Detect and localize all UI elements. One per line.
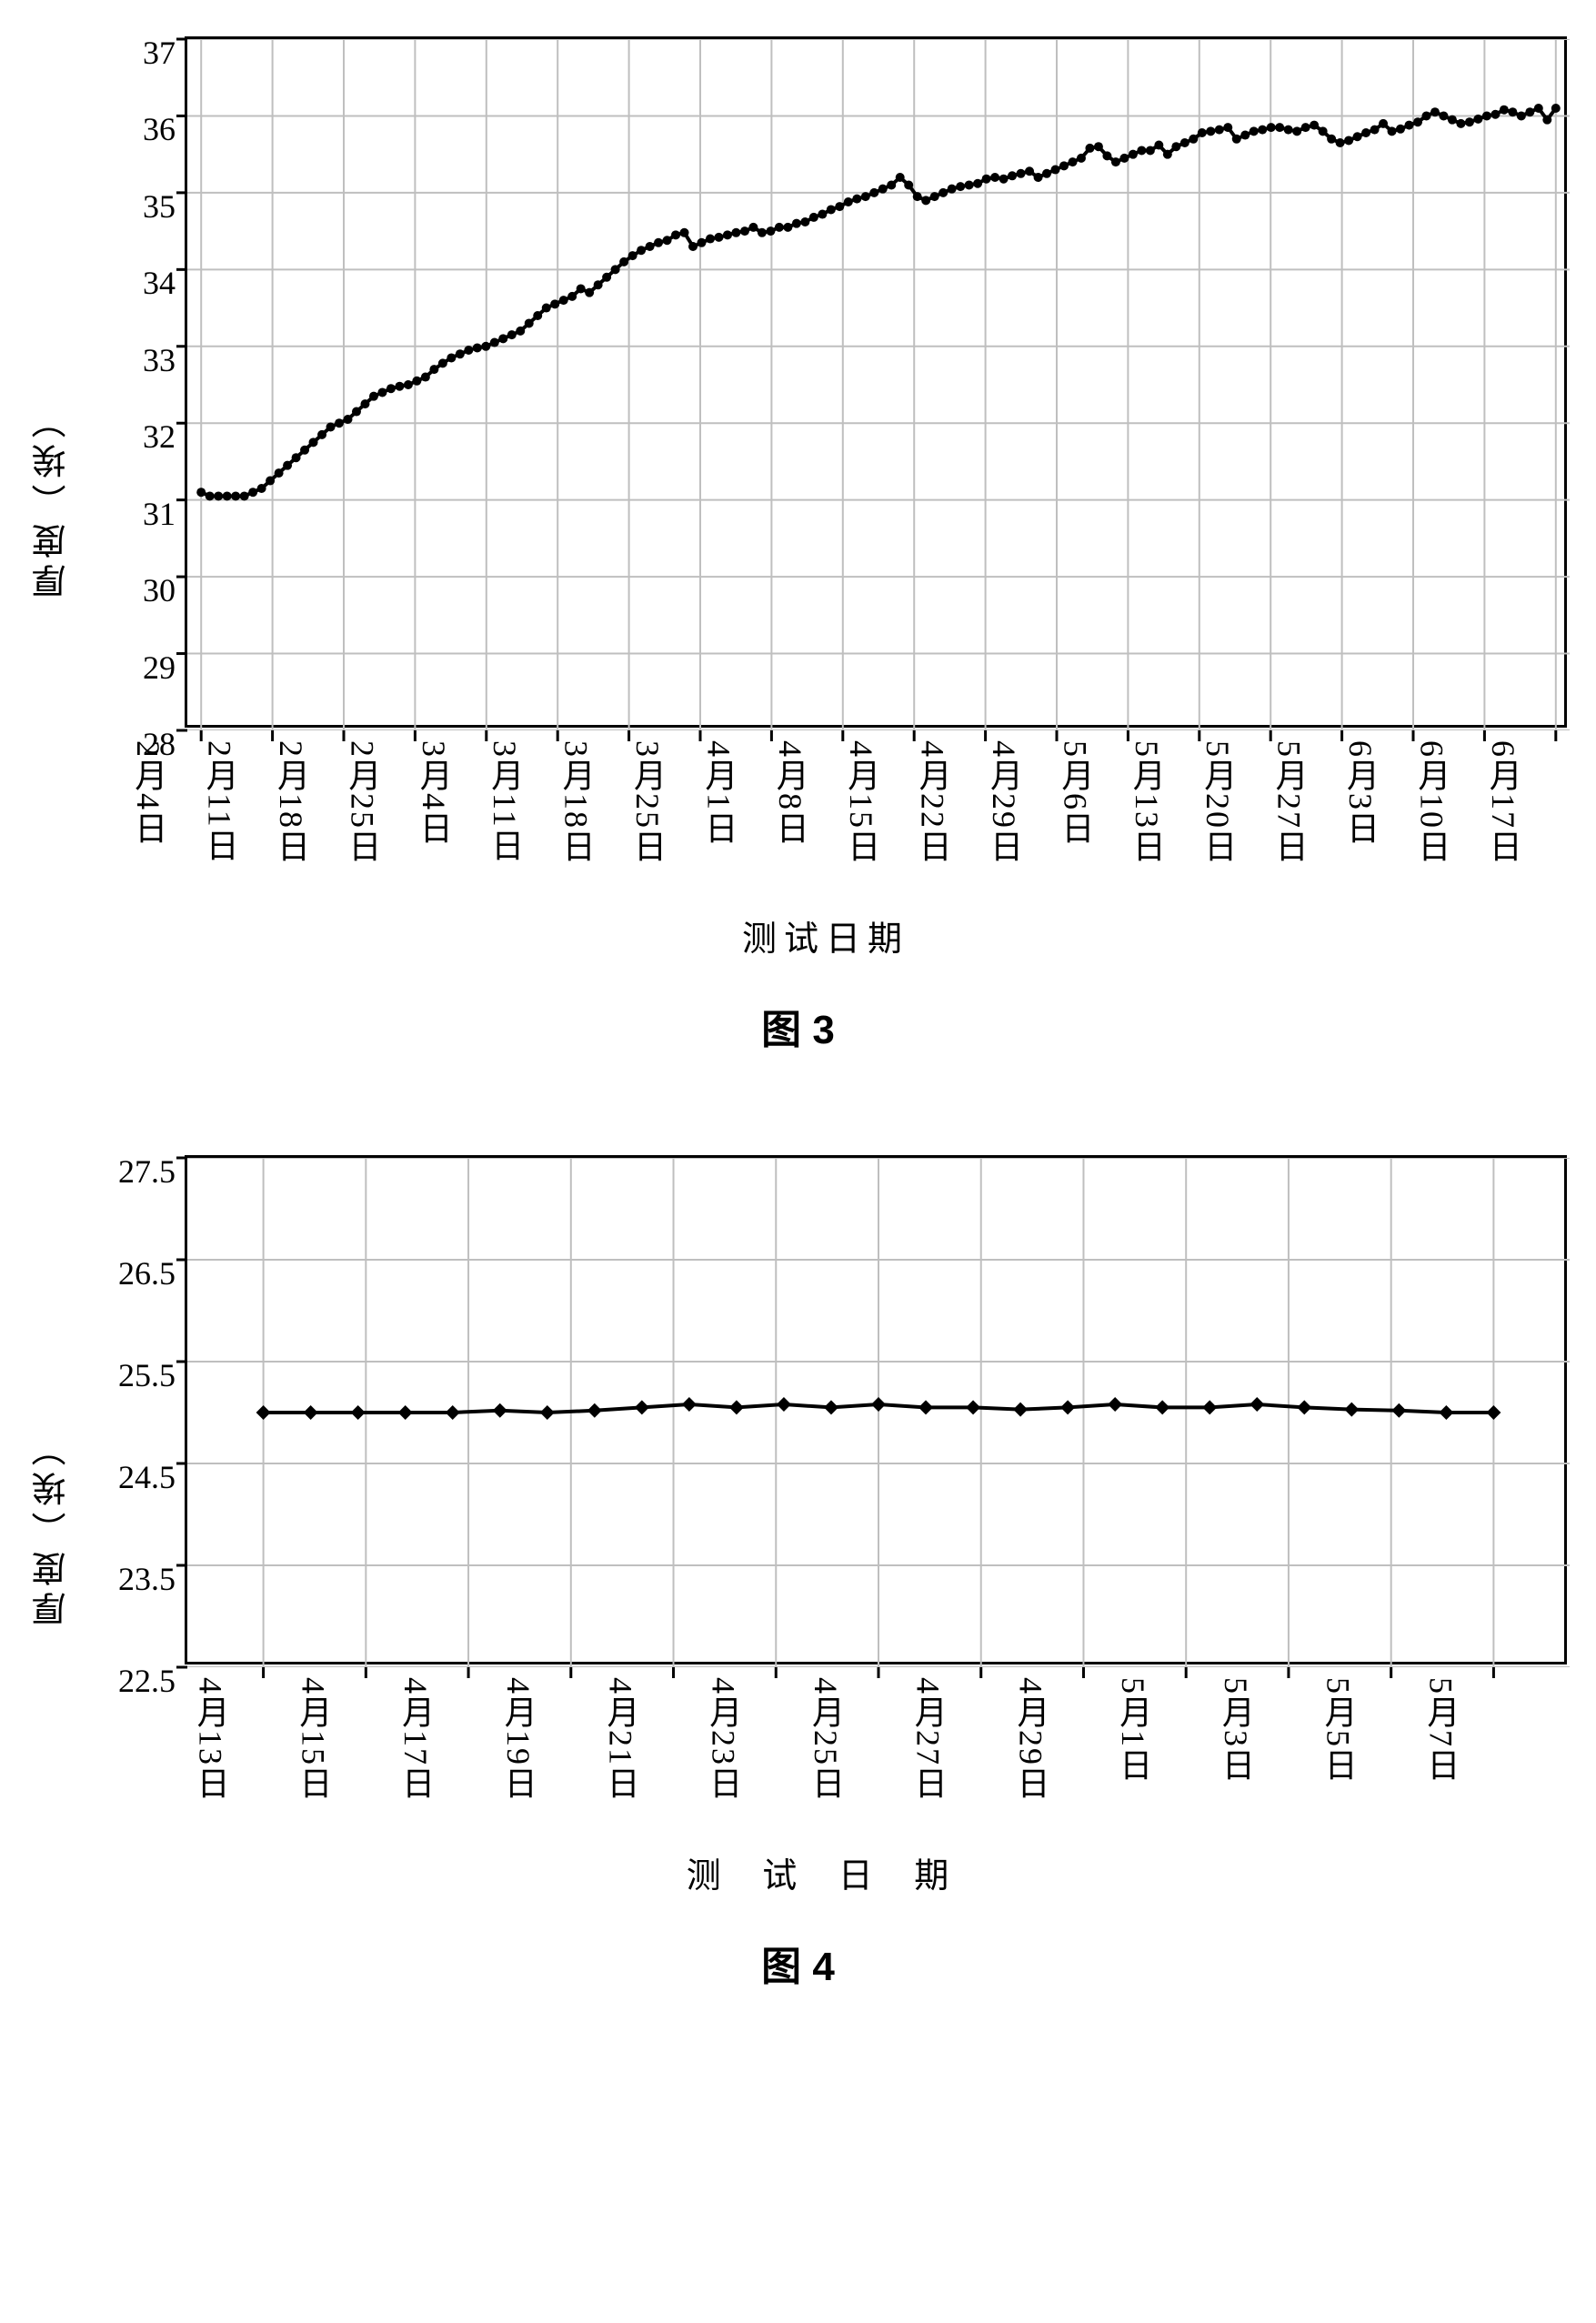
chart-3-plot xyxy=(185,36,1567,728)
chart-4-row: 27.526.525.524.523.522.5 xyxy=(85,1155,1567,1664)
x-tick-label: 3月4日 xyxy=(410,740,457,846)
x-tick-label: 6月3日 xyxy=(1337,740,1384,846)
x-tick-label: 4月27日 xyxy=(905,1677,952,1801)
x-tick-label: 3月25日 xyxy=(624,740,671,864)
figure-3-caption: 图 3 xyxy=(27,997,1569,1055)
chart-4-y-ticks: 27.526.525.524.523.522.5 xyxy=(85,1155,185,1664)
chart-4-x-label: 测 试 日 期 xyxy=(687,1847,966,1897)
x-tick-label: 4月29日 xyxy=(1007,1677,1054,1801)
y-tick-label: 32 xyxy=(143,417,176,456)
x-tick-label: 4月21日 xyxy=(597,1677,645,1801)
x-tick-label: 2月25日 xyxy=(338,740,386,864)
chart-3-col: 37363534333231302928 2月4日2月11日2月18日2月25日… xyxy=(85,36,1567,960)
y-tick-label: 24.5 xyxy=(118,1458,176,1496)
y-tick-label: 35 xyxy=(143,187,176,226)
chart-4-y-label: 厚度（埃） xyxy=(27,1426,77,1626)
y-tick-label: 29 xyxy=(143,649,176,687)
y-tick-label: 26.5 xyxy=(118,1254,176,1292)
chart-4-col: 27.526.525.524.523.522.5 4月13日4月15日4月17日… xyxy=(85,1155,1567,1897)
x-tick-label: 4月19日 xyxy=(495,1677,542,1801)
chart-3-y-label: 厚度（埃） xyxy=(27,398,77,598)
x-tick-label: 4月15日 xyxy=(838,740,885,864)
y-tick-label: 23.5 xyxy=(118,1560,176,1598)
x-tick-label: 2月18日 xyxy=(267,740,315,864)
x-tick-label: 4月23日 xyxy=(699,1677,747,1801)
y-tick-label: 30 xyxy=(143,571,176,609)
chart-4-plot xyxy=(185,1155,1567,1664)
chart-4-x-ticks: 4月13日 4月15日 4月17日 4月19日 4月21日 4月23日 4月25日 4月27日… xyxy=(135,1677,1517,1836)
x-tick-label: 2月4日 xyxy=(125,740,172,846)
x-tick-label: 5月20日 xyxy=(1194,740,1241,864)
chart-3-wrap: 厚度（埃） 37363534333231302928 2月4日2月11日2月18… xyxy=(27,36,1569,960)
figure-4: 厚度（埃） 27.526.525.524.523.522.5 4月13日4月15… xyxy=(27,1155,1569,1992)
x-tick-label: 3月11日 xyxy=(481,740,528,863)
x-tick-label: 5月13日 xyxy=(1123,740,1170,864)
x-tick-label: 3月18日 xyxy=(553,740,600,864)
y-tick-label: 31 xyxy=(143,495,176,533)
x-tick-label: 4月1日 xyxy=(695,740,742,846)
x-tick-label: 5月27日 xyxy=(1266,740,1313,864)
x-tick-label: 4月25日 xyxy=(802,1677,849,1801)
chart-3-x-ticks: 2月4日2月11日2月18日2月25日3月4日3月11日3月18日3月25日4月… xyxy=(135,740,1517,900)
x-tick-label: 4月22日 xyxy=(909,740,957,864)
chart-4-wrap: 厚度（埃） 27.526.525.524.523.522.5 4月13日4月15… xyxy=(27,1155,1569,1897)
y-tick-label: 36 xyxy=(143,110,176,148)
x-tick-label: 4月17日 xyxy=(392,1677,439,1801)
x-tick-label: 2月11日 xyxy=(196,740,244,863)
figure-4-caption: 图 4 xyxy=(27,1934,1569,1992)
x-tick-label: 4月15日 xyxy=(289,1677,336,1801)
y-tick-label: 34 xyxy=(143,264,176,302)
x-tick-label: 5月6日 xyxy=(1051,740,1099,846)
x-tick-label: 6月10日 xyxy=(1408,740,1455,864)
x-tick-label: 4月29日 xyxy=(980,740,1028,864)
x-tick-label: 5月1日 xyxy=(1109,1677,1157,1783)
y-tick-label: 25.5 xyxy=(118,1356,176,1394)
chart-3-x-label: 测试日期 xyxy=(742,910,909,960)
y-tick-label: 37 xyxy=(143,34,176,72)
y-tick-label: 33 xyxy=(143,341,176,379)
x-tick-label: 6月17日 xyxy=(1480,740,1527,864)
x-tick-label: 5月5日 xyxy=(1315,1677,1362,1783)
x-tick-label: 4月8日 xyxy=(767,740,814,846)
chart-3-row: 37363534333231302928 xyxy=(85,36,1567,728)
x-tick-label: 5月7日 xyxy=(1417,1677,1464,1783)
x-tick-label: 5月3日 xyxy=(1212,1677,1260,1783)
y-tick-label: 27.5 xyxy=(118,1152,176,1191)
x-tick-label: 4月13日 xyxy=(187,1677,235,1801)
chart-3-y-ticks: 37363534333231302928 xyxy=(85,36,185,728)
figure-3: 厚度（埃） 37363534333231302928 2月4日2月11日2月18… xyxy=(27,36,1569,1055)
